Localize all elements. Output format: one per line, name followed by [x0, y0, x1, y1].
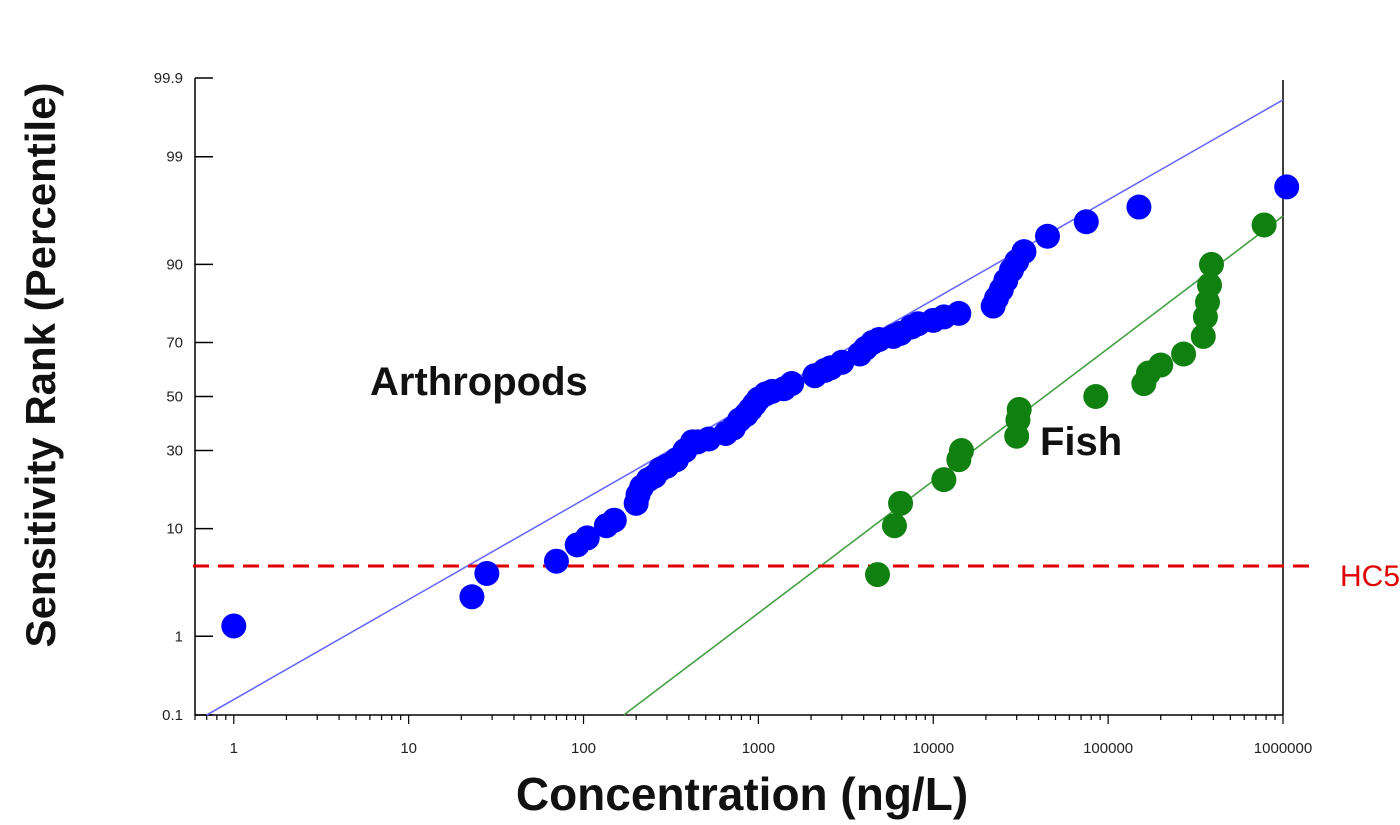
x-axis-title: Concentration (ng/L) — [516, 768, 968, 820]
x-tick-label: 100 — [571, 740, 596, 757]
y-tick-label: 1 — [175, 628, 183, 645]
y-tick-label: 99 — [166, 149, 183, 166]
x-tick-label: 100000 — [1083, 740, 1133, 757]
point-arthropods — [1073, 209, 1099, 235]
y-tick-label: 90 — [166, 256, 183, 273]
x-tick-label: 1000000 — [1254, 740, 1312, 757]
y-tick-label: 50 — [166, 389, 183, 406]
point-arthropods — [601, 507, 627, 533]
y-tick-label: 30 — [166, 443, 183, 460]
point-fish — [1171, 341, 1197, 367]
point-fish — [1006, 396, 1032, 422]
point-arthropods — [474, 560, 500, 586]
series-label-fish: Fish — [1040, 420, 1122, 464]
point-fish — [888, 490, 914, 516]
point-arthropods — [1126, 194, 1152, 220]
point-fish — [948, 438, 974, 464]
point-arthropods — [946, 300, 972, 326]
x-tick-label: 1000 — [742, 740, 775, 757]
tick-labels: 0.1 1 10 30 50 70 90 99 99.9 1 10 100 1000 10000 10000… — [154, 70, 1312, 757]
point-fish — [881, 513, 907, 539]
y-tick-label: 10 — [166, 521, 183, 538]
x-tick-label: 10 — [400, 740, 417, 757]
series-label-arthropods: Arthropods — [370, 360, 588, 404]
point-fish — [1083, 384, 1109, 409]
hc5-label: HC5 — [1340, 560, 1400, 593]
y-axis-title: Sensitivity Rank (Percentile) — [17, 83, 64, 648]
point-fish — [1251, 212, 1277, 238]
point-arthropods — [543, 548, 569, 574]
point-arthropods — [221, 613, 247, 639]
point-arthropods — [574, 525, 600, 551]
point-arthropods — [1034, 223, 1060, 249]
y-tick-label: 99.9 — [154, 70, 183, 87]
point-arthropods — [779, 371, 805, 397]
y-tick-label: 0.1 — [162, 707, 183, 724]
point-fish — [865, 562, 891, 588]
point-fish — [1197, 272, 1223, 298]
y-tick-label: 70 — [166, 334, 183, 351]
x-tick-label: 10000 — [912, 740, 954, 757]
point-arthropods — [1274, 174, 1300, 200]
point-fish — [1198, 251, 1224, 277]
data-points — [221, 174, 1300, 639]
point-arthropods — [459, 584, 485, 610]
point-fish — [931, 467, 957, 493]
x-tick-label: 1 — [230, 740, 238, 757]
point-fish — [1190, 323, 1216, 349]
point-arthropods — [1011, 239, 1037, 265]
point-fish — [1148, 352, 1174, 378]
